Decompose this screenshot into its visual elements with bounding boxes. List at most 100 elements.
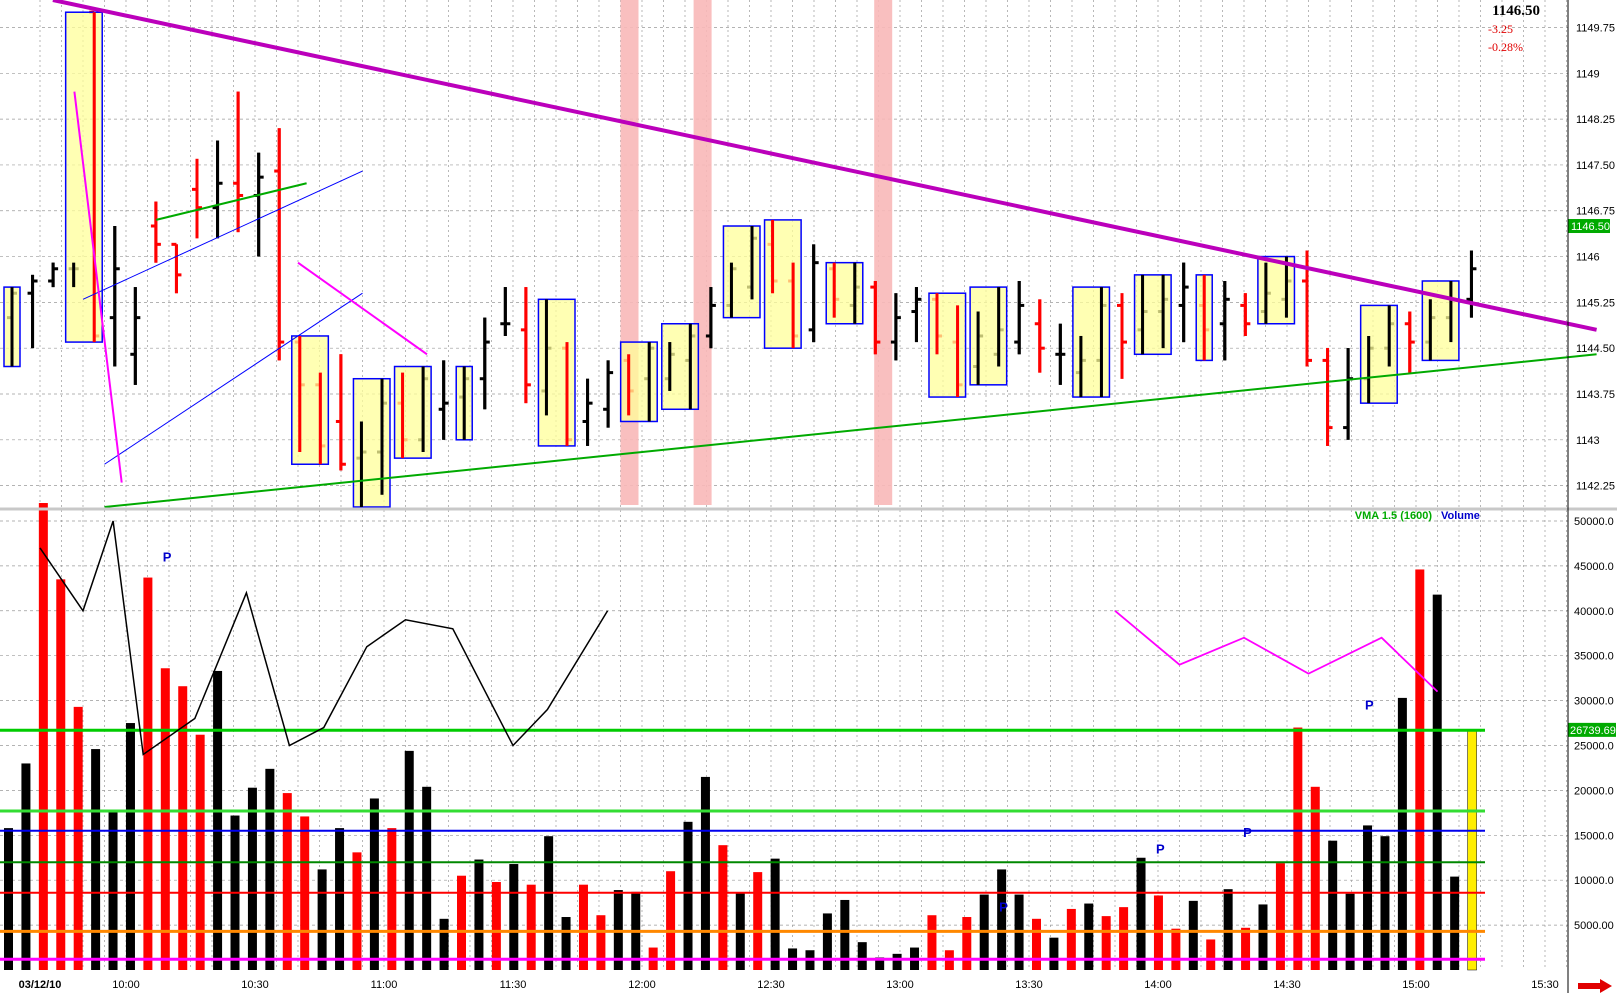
pattern-box [291,335,330,465]
volume-bar[interactable] [700,776,710,970]
price-panel[interactable] [3,0,1598,508]
pattern-box [1359,304,1398,404]
current-volume-marker [1568,722,1616,737]
pattern-box [661,322,700,411]
volume-bar[interactable] [561,917,571,970]
volume-bar[interactable] [753,872,763,970]
volume-tick-label: 30000.0 [1574,696,1614,708]
volume-bar[interactable] [1293,727,1303,970]
pattern-box [928,292,967,398]
volume-bar[interactable] [38,503,48,970]
volume-bar[interactable] [1066,908,1076,970]
highlight-band [874,0,893,505]
price-change: -3.25 [1488,22,1513,36]
volume-bar[interactable] [352,852,362,970]
volume-bar[interactable] [1450,876,1460,970]
volume-bar[interactable] [1467,729,1477,971]
volume-bar[interactable] [195,734,205,970]
time-axis-label: 14:00 [1144,979,1172,991]
volume-bar[interactable] [247,787,257,970]
pattern-box [537,298,576,447]
volume-bar[interactable] [544,836,554,970]
volume-bar[interactable] [1101,916,1111,970]
volume-bar[interactable] [1328,840,1338,970]
pivot-marker: P [1243,825,1252,840]
volume-bar[interactable] [1084,903,1094,970]
time-axis-label: 15:30 [1531,979,1559,991]
volume-bar[interactable] [1119,907,1129,970]
volume-bar[interactable] [962,917,972,970]
volume-bar[interactable] [1380,836,1390,970]
volume-bar[interactable] [1258,904,1268,970]
volume-bar[interactable] [282,793,292,970]
volume-bar[interactable] [21,763,31,970]
volume-bar[interactable] [108,811,118,970]
volume-tick-label: 20000.0 [1574,785,1614,797]
volume-bar[interactable] [1415,569,1425,970]
volume-bar[interactable] [1432,594,1442,970]
pattern-box [619,341,658,423]
volume-tick-label: 40000.0 [1574,606,1614,618]
volume-bar[interactable] [178,686,188,970]
pattern-box [969,286,1008,386]
volume-bar[interactable] [335,828,345,970]
volume-bar[interactable] [526,884,536,970]
volume-bar[interactable] [439,918,449,970]
scroll-right-arrow-icon[interactable] [1574,979,1612,993]
volume-bar[interactable] [422,786,432,970]
volume-tick-label: 45000.0 [1574,561,1614,573]
volume-bar[interactable] [1031,918,1041,970]
volume-bar[interactable] [683,821,693,970]
volume-bar[interactable] [578,884,588,970]
volume-bar[interactable] [596,915,606,970]
volume-bar[interactable] [4,828,13,970]
volume-bar[interactable] [718,845,728,970]
volume-bar[interactable] [1397,697,1407,970]
volume-bar[interactable] [927,915,937,970]
volume-bar[interactable] [387,828,397,970]
volume-bar[interactable] [457,875,467,970]
volume-bar[interactable] [770,858,780,970]
volume-bar[interactable] [125,723,135,970]
volume-bar[interactable] [317,869,327,970]
volume-bar[interactable] [857,942,867,970]
volume-bar[interactable] [265,768,275,970]
volume-bar[interactable] [1363,825,1373,970]
volume-bar[interactable] [404,750,414,970]
pattern-box [352,377,391,508]
volume-bar[interactable] [1188,900,1198,970]
volume-bar[interactable] [1241,927,1251,970]
volume-bar[interactable] [1049,937,1059,970]
volume-bar[interactable] [56,579,66,970]
volume-bar[interactable] [91,749,101,970]
pivot-marker: P [163,549,172,564]
volume-bar[interactable] [491,881,501,970]
volume-bar[interactable] [73,706,83,970]
volume-bar[interactable] [509,864,519,970]
last-price-marker [1568,219,1610,234]
volume-bar[interactable] [1136,857,1146,970]
volume-bar[interactable] [892,953,902,970]
time-axis-label: 15:00 [1402,979,1430,991]
volume-bar[interactable] [822,913,832,970]
volume-bar[interactable] [1223,889,1233,970]
volume-bar[interactable] [1171,928,1181,970]
price-tick-label: 1147.50 [1576,160,1615,172]
volume-bar[interactable] [474,859,484,970]
volume-panel[interactable]: P P P P P [0,503,1485,971]
volume-bar[interactable] [143,577,153,970]
volume-bar[interactable] [1206,939,1216,970]
volume-bar[interactable] [1310,786,1320,970]
volume-bar[interactable] [1275,863,1285,970]
volume-bar[interactable] [666,871,676,970]
time-axis-label: 12:30 [757,979,785,991]
volume-bar[interactable] [369,798,379,970]
volume-bar[interactable] [840,899,850,970]
volume-bar[interactable] [875,957,885,970]
volume-bar[interactable] [997,869,1007,970]
legend-volume: Volume [1441,510,1480,522]
volume-bar[interactable] [213,670,223,970]
volume-bar[interactable] [160,668,170,970]
